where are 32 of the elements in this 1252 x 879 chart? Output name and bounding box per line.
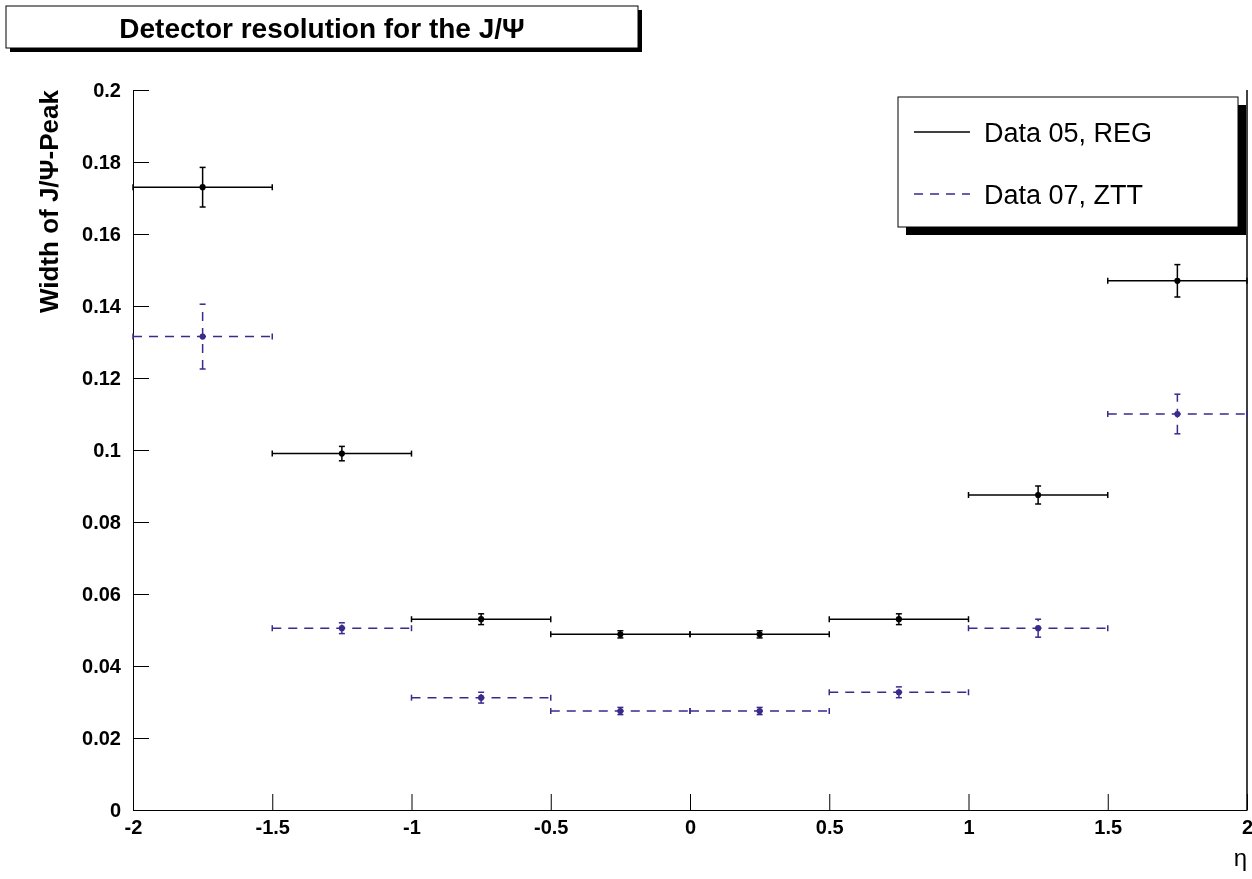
- x-tick-label: -1.5: [255, 816, 290, 839]
- x-tick-label: -2: [124, 816, 143, 839]
- x-tick-label: 0: [684, 816, 697, 839]
- chart-title: Detector resolution for the J/Ψ: [119, 13, 525, 44]
- point: [338, 450, 345, 457]
- y-tick-label: 0.2: [93, 78, 121, 101]
- y-tick-label: 0: [109, 798, 121, 821]
- legend-label: Data 07, ZTT: [984, 180, 1144, 210]
- point: [1035, 491, 1042, 499]
- y-tick-label: 0.02: [82, 726, 121, 749]
- y-tick-label: 0.16: [82, 222, 121, 245]
- y-tick-label: 0.06: [82, 582, 121, 605]
- point: [1035, 625, 1042, 632]
- legend-label: Data 05, REG: [984, 118, 1153, 148]
- point: [1174, 277, 1181, 284]
- x-tick-label: 1.5: [1094, 816, 1123, 839]
- x-tick-label: 0.5: [815, 816, 844, 839]
- x-axis-title: η: [1233, 844, 1247, 871]
- x-tick-label: -1: [403, 816, 421, 839]
- y-tick-label: 0.18: [82, 150, 121, 173]
- y-tick-label: 0.14: [82, 294, 122, 317]
- y-axis-title: Width of J/Ψ-Peak: [34, 89, 64, 314]
- x-tick-label: -0.5: [534, 816, 569, 839]
- point: [199, 333, 206, 340]
- y-tick-label: 0.12: [82, 366, 121, 389]
- x-tick-label: 1: [963, 816, 975, 839]
- point: [199, 184, 206, 191]
- x-tick-label: 2: [1241, 816, 1252, 839]
- y-tick-label: 0.1: [93, 438, 121, 461]
- y-tick-label: 0.08: [82, 510, 121, 533]
- point: [1174, 410, 1181, 418]
- y-tick-label: 0.04: [82, 654, 122, 677]
